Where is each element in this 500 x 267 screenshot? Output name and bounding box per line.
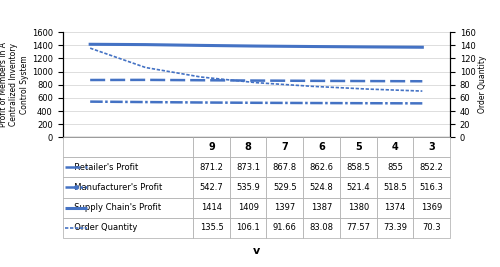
Y-axis label: Order Quantity: Order Quantity (478, 56, 488, 113)
Y-axis label: Profit of Members In A
Centralized Inventory
Control System: Profit of Members In A Centralized Inven… (0, 42, 29, 127)
Text: v: v (252, 246, 260, 256)
